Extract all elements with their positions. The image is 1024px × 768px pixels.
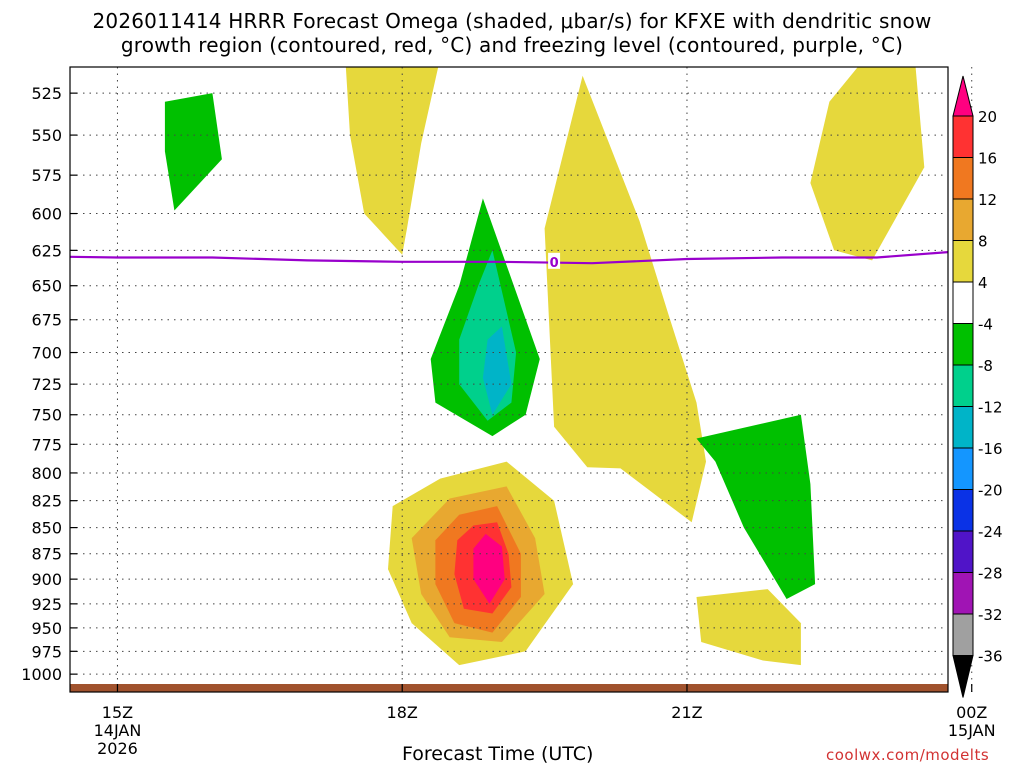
colorbar-label--28: -28 <box>978 565 1003 583</box>
y-tick-label-750: 750 <box>31 406 62 425</box>
y-tick-label-1000: 1000 <box>21 665 62 684</box>
x-tick-label-18Z: 18Z <box>387 703 418 722</box>
colorbar-segment-2 <box>952 198 974 241</box>
omega-region-upper-positive-a <box>345 67 439 255</box>
y-tick-label-550: 550 <box>31 126 62 145</box>
colorbar-segment-8 <box>952 447 974 490</box>
colorbar-label--36: -36 <box>978 648 1003 666</box>
y-tick-label-525: 525 <box>31 84 62 103</box>
freezing-level-label: 0 <box>550 256 559 271</box>
x-axis-label: Forecast Time (UTC) <box>402 743 594 765</box>
colorbar-bottom-arrow <box>952 655 974 698</box>
colorbar-segment-12 <box>952 613 974 656</box>
y-tick-label-675: 675 <box>31 311 62 330</box>
colorbar: 20 16 12 8 4 -4 -8 -12 -16 -20 -24 -28 -32 -36 <box>952 75 1003 698</box>
colorbar-segment-6 <box>952 364 974 407</box>
colorbar-label-16: 16 <box>978 150 997 168</box>
colorbar-segment-10 <box>952 530 974 573</box>
colorbar-label-8: 8 <box>978 233 988 251</box>
ground-layer <box>70 684 948 692</box>
colorbar-label-4: 4 <box>978 274 988 292</box>
y-tick-label-575: 575 <box>31 166 62 185</box>
x-tick-label-21Z: 21Z <box>671 703 702 722</box>
y-tick-label-625: 625 <box>31 241 62 260</box>
omega-shading <box>164 67 925 666</box>
colorbar-segment-0 <box>952 115 974 158</box>
omega-region-upper-positive-b <box>810 67 925 261</box>
colorbar-top-arrow <box>952 75 974 117</box>
colorbar-label--16: -16 <box>978 440 1003 458</box>
y-tick-label-850: 850 <box>31 519 62 538</box>
omega-region-upper-left-negative <box>164 93 222 211</box>
colorbar-label--24: -24 <box>978 523 1003 541</box>
x-axis: 15Z14JAN202618Z21Z00Z15JAN03Z06Z <box>94 684 996 758</box>
freezing-level-contour: 0 <box>70 250 948 271</box>
y-tick-label-600: 600 <box>31 205 62 224</box>
y-tick-label-725: 725 <box>31 375 62 394</box>
colorbar-segment-9 <box>952 489 974 532</box>
x-tick-label-00Z: 00Z <box>956 703 987 722</box>
y-tick-label-700: 700 <box>31 344 62 363</box>
plot-frame <box>69 66 949 693</box>
colorbar-segment-1 <box>952 157 974 200</box>
omega-region-low-positive-core <box>473 533 505 604</box>
omega-region-negative-mid-a-core <box>482 326 512 415</box>
y-tick-label-775: 775 <box>31 435 62 454</box>
x-tick-year-15Z: 2026 <box>97 739 138 758</box>
colorbar-label-12: 12 <box>978 191 997 209</box>
colorbar-label-20: 20 <box>978 108 997 126</box>
y-tick-label-800: 800 <box>31 464 62 483</box>
y-tick-label-650: 650 <box>31 277 62 296</box>
y-tick-label-925: 925 <box>31 595 62 614</box>
chart-title-line2: growth region (contoured, red, °C) and f… <box>120 33 904 57</box>
y-tick-label-975: 975 <box>31 642 62 661</box>
y-tick-label-825: 825 <box>31 492 62 511</box>
colorbar-label--12: -12 <box>978 399 1003 417</box>
colorbar-segment-5 <box>952 323 974 366</box>
credit-text: coolwx.com/modelts <box>826 746 990 764</box>
omega-region-low-positive-b <box>696 589 801 666</box>
x-tick-sublabel-15Z: 14JAN <box>94 721 142 740</box>
omega-region-central-tall-positive <box>544 75 706 523</box>
freezing-label-bg <box>548 252 561 269</box>
x-tick-sublabel-00Z: 15JAN <box>948 721 996 740</box>
y-axis: 525 550 575 600 625 650 675 700 725 750 775 800 825 8… <box>21 84 77 684</box>
colorbar-segment-11 <box>952 572 974 615</box>
chart-title-line1: 2026011414 HRRR Forecast Omega (shaded, … <box>92 9 932 33</box>
y-tick-label-900: 900 <box>31 570 62 589</box>
omega-region-negative-mid-b <box>696 414 816 599</box>
y-tick-label-950: 950 <box>31 619 62 638</box>
colorbar-label--32: -32 <box>978 606 1003 624</box>
freezing-level-line <box>70 250 948 265</box>
colorbar-label--20: -20 <box>978 482 1003 500</box>
colorbar-label--8: -8 <box>978 357 993 375</box>
colorbar-segment-4 <box>952 281 974 324</box>
y-tick-label-875: 875 <box>31 545 62 564</box>
x-tick-label-15Z: 15Z <box>102 703 133 722</box>
colorbar-segment-3 <box>952 240 974 283</box>
ground-strip <box>70 684 948 692</box>
colorbar-label--4: -4 <box>978 316 993 334</box>
colorbar-segment-7 <box>952 406 974 449</box>
